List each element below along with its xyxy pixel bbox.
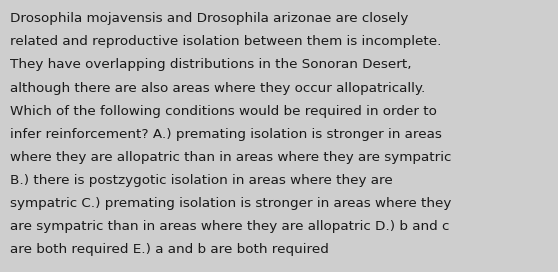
Text: are both required E.) a and b are both required: are both required E.) a and b are both r…: [10, 243, 329, 256]
Text: B.) there is postzygotic isolation in areas where they are: B.) there is postzygotic isolation in ar…: [10, 174, 393, 187]
Text: related and reproductive isolation between them is incomplete.: related and reproductive isolation betwe…: [10, 35, 441, 48]
Text: infer reinforcement? A.) premating isolation is stronger in areas: infer reinforcement? A.) premating isola…: [10, 128, 442, 141]
Text: sympatric C.) premating isolation is stronger in areas where they: sympatric C.) premating isolation is str…: [10, 197, 451, 210]
Text: where they are allopatric than in areas where they are sympatric: where they are allopatric than in areas …: [10, 151, 451, 164]
Text: Which of the following conditions would be required in order to: Which of the following conditions would …: [10, 105, 437, 118]
Text: although there are also areas where they occur allopatrically.: although there are also areas where they…: [10, 82, 425, 95]
Text: They have overlapping distributions in the Sonoran Desert,: They have overlapping distributions in t…: [10, 58, 412, 72]
Text: are sympatric than in areas where they are allopatric D.) b and c: are sympatric than in areas where they a…: [10, 220, 449, 233]
Text: Drosophila mojavensis and Drosophila arizonae are closely: Drosophila mojavensis and Drosophila ari…: [10, 12, 408, 25]
